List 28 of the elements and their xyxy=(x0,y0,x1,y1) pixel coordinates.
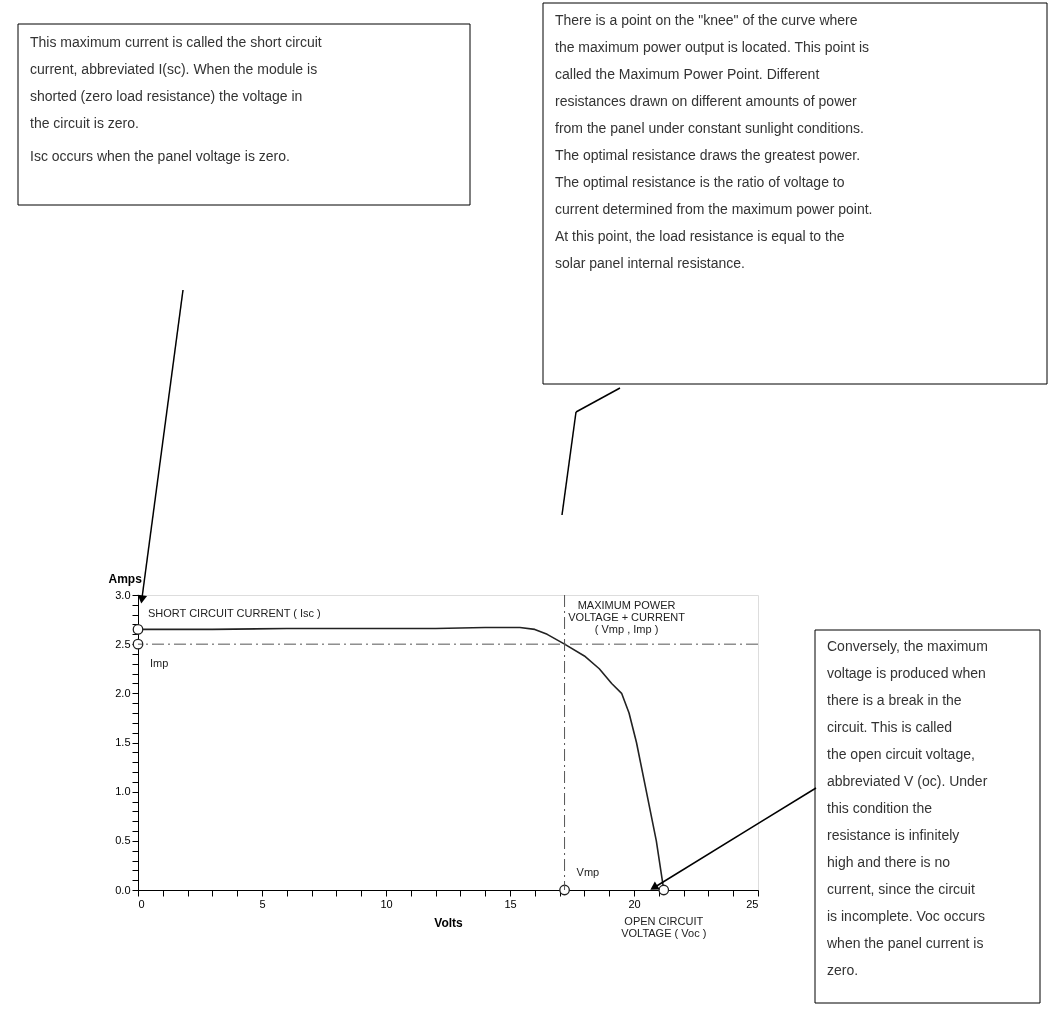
annotation: SHORT CIRCUIT CURRENT ( Isc ) xyxy=(148,607,321,620)
point xyxy=(658,884,670,896)
x-tick-label: 20 xyxy=(628,897,641,910)
y-tick-label: 0.5 xyxy=(115,834,131,847)
y-tick-label: 0.0 xyxy=(115,883,131,896)
annotation: Imp xyxy=(150,657,169,670)
x-axis-title: Volts xyxy=(434,915,464,930)
text: Conversely, the maximum voltage is produced when there is a break in the circuit. This is called the open circuit voltage, abbreviated V (oc). Under this condition the resistance is infinitely high and there is no current, since the circuit is incomplete. Voc occurs when the panel current is zero. xyxy=(827,638,988,978)
x-tick-label: 25 xyxy=(746,897,759,910)
x-tick-label: 0 xyxy=(138,897,145,910)
annotation: Vmp xyxy=(576,866,600,878)
y-tick-label: 3.0 xyxy=(115,588,131,601)
y-tick-label: 1.5 xyxy=(115,736,131,748)
text: There is a point on the "knee" of the curve where the maximum power output is located. This point is called the Maximum Power Point. Different resistances drawn on different amounts of power from the panel under constant sunlight conditions. The optimal resistance draws the greatest power. The optimal resistance is the ratio of voltage to current determined from the maximum power point. At this point, the load resistance is equal to the solar panel internal resistance. xyxy=(555,12,873,271)
annotation: MAXIMUM POWER VOLTAGE + CURRENT ( Vmp , Imp ) xyxy=(568,599,686,636)
y-tick-label: 2.0 xyxy=(115,686,131,699)
point xyxy=(132,624,144,635)
text: Isc occurs when the panel voltage is zero. xyxy=(30,148,290,164)
y-tick-label: 2.5 xyxy=(115,637,131,650)
y-tick-label: 1.0 xyxy=(115,785,131,798)
x-tick-label: 10 xyxy=(380,897,393,910)
point xyxy=(132,638,144,650)
annotation: OPEN CIRCUIT VOLTAGE ( Voc ) xyxy=(621,915,707,939)
x-tick-label: 5 xyxy=(259,897,266,910)
y-axis-title: Amps xyxy=(108,571,143,586)
point xyxy=(559,884,570,896)
text: This maximum current is called the short circuit current, abbreviated I(sc). When the module is shorted (zero load resistance) the voltage in the circuit is zero. xyxy=(30,34,322,131)
x-tick-label: 15 xyxy=(504,897,517,910)
